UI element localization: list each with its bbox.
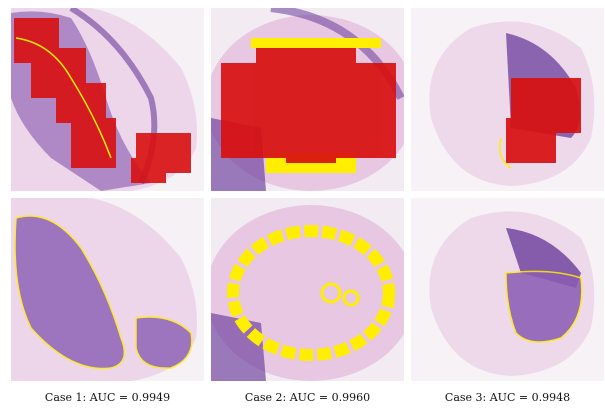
case-2-caption: Case 2: AUC = 0.9960 bbox=[244, 391, 371, 404]
case-1-annotation-image bbox=[11, 198, 204, 381]
case-1-caption: Case 1: AUC = 0.9949 bbox=[44, 391, 171, 404]
case-2-heatmap-image bbox=[211, 8, 404, 191]
case-3-annotation-image bbox=[411, 198, 604, 381]
case-1-annotation-panel bbox=[11, 198, 204, 381]
case-3-heatmap-image bbox=[411, 8, 604, 191]
case-3-heatmap-panel bbox=[411, 8, 604, 191]
case-1-heatmap-panel bbox=[11, 8, 204, 191]
case-2-heatmap-panel bbox=[211, 8, 404, 191]
case-2-annotation-panel bbox=[211, 198, 404, 381]
case-3-caption: Case 3: AUC = 0.9948 bbox=[444, 391, 571, 404]
case-2-annotation-image bbox=[211, 198, 404, 381]
case-1-heatmap-image bbox=[11, 8, 204, 191]
case-3-annotation-panel bbox=[411, 198, 604, 381]
